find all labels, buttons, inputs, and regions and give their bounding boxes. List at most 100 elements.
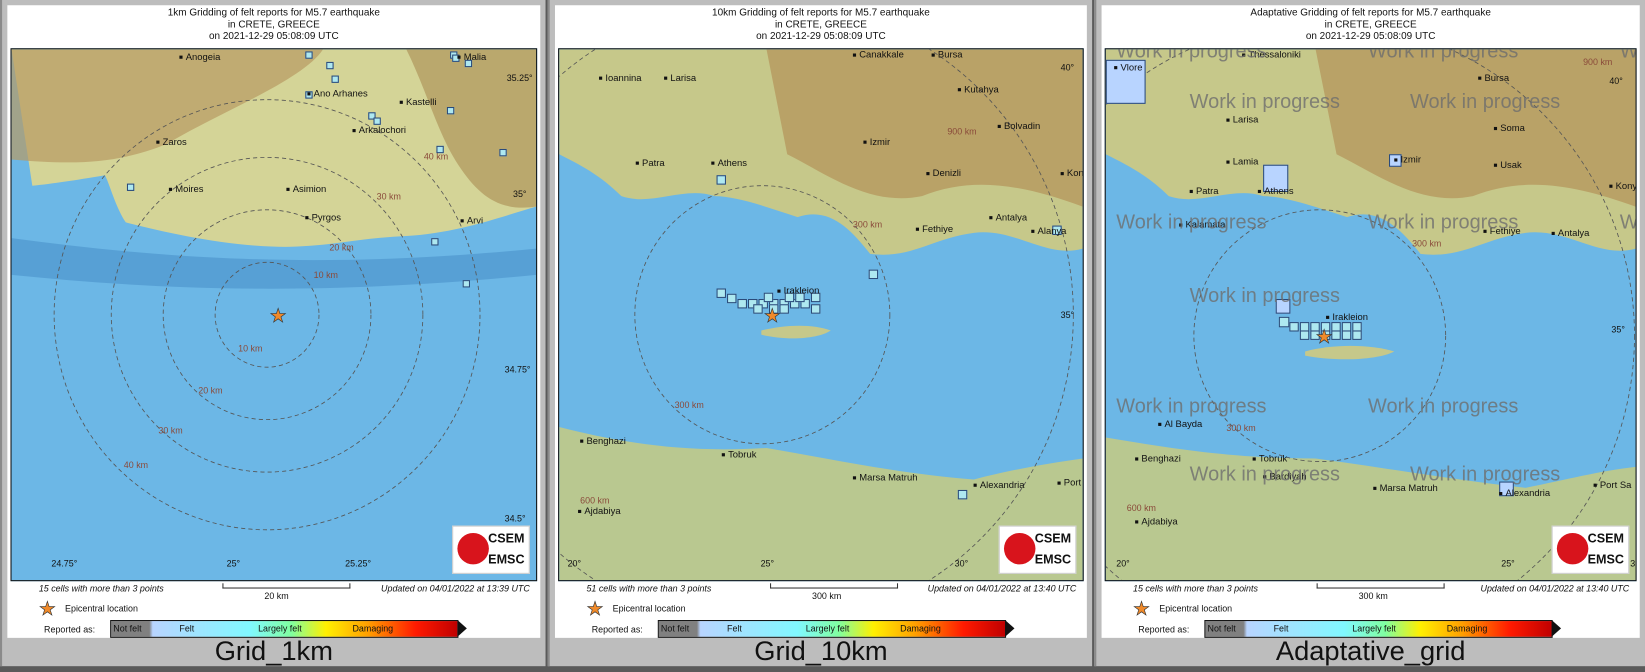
felt-grid-cell[interactable] xyxy=(1352,330,1362,340)
distance-ring xyxy=(162,209,372,421)
felt-reports-map[interactable]: Ioannina Larisa Canakkale Bursa Kutahya Patra… xyxy=(558,48,1084,582)
epicentral-legend-label: Epicentral location xyxy=(1159,603,1233,614)
felt-grid-cell[interactable] xyxy=(957,489,968,500)
distance-label: 300 km xyxy=(1412,238,1442,249)
distance-label: 300 km xyxy=(852,219,883,230)
coordinate-label: 25.25° xyxy=(345,558,372,569)
scale-bar-label: 300 km xyxy=(812,590,842,602)
felt-grid-cell[interactable] xyxy=(499,148,507,157)
place-label: Al Bayda xyxy=(1158,419,1203,429)
place-label: Izmir xyxy=(1394,154,1421,164)
felt-grid-cell[interactable] xyxy=(737,298,747,309)
felt-grid-cell[interactable] xyxy=(446,107,455,115)
coordinate-label: 25° xyxy=(760,558,775,569)
scale-bar-label: 20 km xyxy=(264,590,289,602)
felt-grid-cell[interactable] xyxy=(373,117,381,125)
coordinate-label: 20° xyxy=(567,558,582,569)
place-label: Port Sa xyxy=(1057,477,1083,487)
scale-label-0: Not felt xyxy=(660,623,690,634)
felt-grid-cell[interactable] xyxy=(810,304,821,314)
distance-label: 10 km xyxy=(238,343,263,354)
felt-grid-cell[interactable] xyxy=(716,175,726,185)
distance-label: 40 km xyxy=(123,459,149,470)
felt-grid-cell[interactable] xyxy=(326,61,334,70)
felt-grid-cell[interactable] xyxy=(789,298,800,309)
felt-grid-cell[interactable] xyxy=(727,293,737,304)
felt-grid-cell[interactable] xyxy=(331,75,339,83)
place-label: Ioannina xyxy=(599,72,641,82)
felt-grid-cell[interactable] xyxy=(1310,330,1320,340)
place-label: Fethiye xyxy=(916,223,953,233)
felt-reports-map[interactable]: Anogeia Malia Ano Arhanes Kastelli Arkalocho… xyxy=(10,48,538,582)
felt-grid-cell[interactable] xyxy=(126,183,135,191)
scale-bar xyxy=(1316,583,1445,589)
scale-label-1: Felt xyxy=(179,623,195,634)
felt-grid-cell[interactable] xyxy=(1331,330,1341,340)
scale-bar-label: 300 km xyxy=(1358,590,1388,602)
distance-ring xyxy=(634,185,891,445)
map-background xyxy=(559,49,1083,581)
felt-grid-cell[interactable] xyxy=(462,280,470,288)
csem-emsc-logo: CSEM EMSC xyxy=(1551,525,1630,574)
title-line: 1km Gridding of felt reports for M5.7 ea… xyxy=(167,7,380,19)
logo-globe-icon xyxy=(1556,532,1589,565)
title-line: 10km Gridding of felt reports for M5.7 e… xyxy=(712,7,930,19)
figure-title: 1km Gridding of felt reports for M5.7 ea… xyxy=(7,7,540,42)
logo-text-top: CSEM xyxy=(488,530,525,546)
place-label: Denizli xyxy=(926,168,961,178)
distance-label: 300 km xyxy=(674,399,704,411)
felt-grid-cell[interactable] xyxy=(1320,330,1331,340)
place-label: Tobruk xyxy=(722,449,756,459)
coordinate-label: 35.25° xyxy=(506,72,533,83)
felt-grid-cell[interactable] xyxy=(1275,298,1291,314)
reported-as-label: Reported as: xyxy=(1138,624,1190,635)
date-line: on 2021-12-29 05:08:09 UTC xyxy=(208,30,339,42)
felt-grid-cell[interactable] xyxy=(868,269,879,280)
place-label: Thessaloniki xyxy=(1242,49,1300,59)
legend-star-icon: ★ xyxy=(1133,597,1151,619)
felt-grid-cell[interactable] xyxy=(305,51,313,59)
place-label: Kutahya xyxy=(958,84,999,94)
felt-grid-cell[interactable] xyxy=(779,304,789,314)
distance-label: 20 km xyxy=(198,385,223,396)
place-label: Alexandria xyxy=(1499,488,1550,498)
felt-grid-cell[interactable] xyxy=(436,145,444,154)
panel-label: Adaptative_grid xyxy=(1275,634,1466,667)
felt-grid-cell[interactable] xyxy=(753,304,763,314)
place-label: Alexandria xyxy=(974,479,1025,489)
epicenter-star-icon: ★ xyxy=(269,305,287,327)
distance-label: 600 km xyxy=(1126,502,1156,514)
felt-grid-cell[interactable] xyxy=(800,298,810,309)
felt-grid-cell[interactable] xyxy=(1278,316,1290,328)
felt-grid-cell[interactable] xyxy=(768,304,779,314)
distance-ring xyxy=(110,156,424,473)
place-label: Irakleion xyxy=(777,285,820,295)
felt-grid-cell[interactable] xyxy=(1341,330,1352,340)
logo-text-bottom: EMSC xyxy=(1587,551,1625,567)
scale-label-2: Largely felt xyxy=(1352,623,1396,634)
location-line: in CRETE, GREECE xyxy=(227,18,320,31)
scale-label-1: Felt xyxy=(1273,623,1289,634)
place-label: Patra xyxy=(636,157,665,167)
scale-label-3: Damaging xyxy=(1446,623,1488,634)
felt-grid-cell[interactable] xyxy=(431,238,439,246)
felt-grid-cell[interactable] xyxy=(758,298,768,309)
place-label: Vlore xyxy=(1114,62,1142,72)
place-label: Pyrgos xyxy=(305,212,341,222)
felt-reports-map[interactable]: Vlore Thessaloniki Bursa Larisa Lamia Soma Usa… xyxy=(1104,48,1637,582)
felt-grid-cell[interactable] xyxy=(1299,330,1310,340)
distance-label: 10 km xyxy=(313,269,338,281)
felt-grid-cell[interactable] xyxy=(1289,322,1299,332)
distance-label: 600 km xyxy=(580,495,610,506)
csem-emsc-logo: CSEM EMSC xyxy=(998,525,1077,574)
felt-grid-cell[interactable] xyxy=(716,288,726,298)
logo-text-top: CSEM xyxy=(1034,530,1072,546)
map-panel-grid-10km: 10km Gridding of felt reports for M5.7 e… xyxy=(547,0,1093,667)
felt-grid-cell[interactable] xyxy=(368,112,376,120)
date-line: on 2021-12-29 05:08:09 UTC xyxy=(756,30,886,42)
felt-grid-cell[interactable] xyxy=(748,298,758,309)
felt-grid-cell[interactable] xyxy=(763,292,774,303)
distance-ring xyxy=(559,49,1074,581)
logo-globe-icon xyxy=(457,532,489,565)
